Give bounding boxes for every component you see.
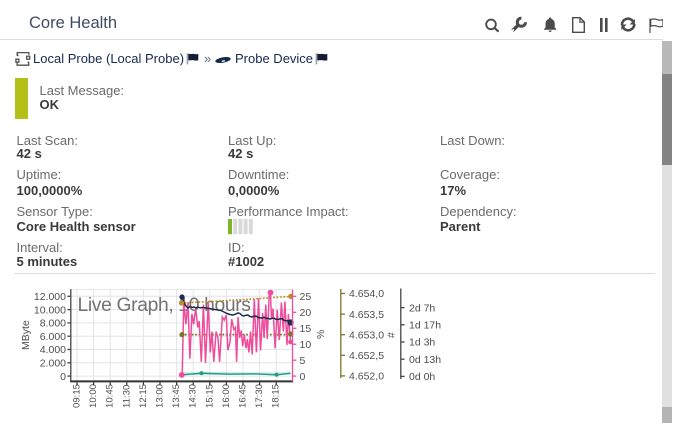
svg-text:25: 25: [300, 291, 312, 303]
svg-text:#: #: [386, 332, 398, 338]
svg-text:%: %: [315, 330, 327, 339]
svg-text:13:00: 13:00: [155, 384, 166, 408]
svg-text:0: 0: [300, 371, 306, 383]
svg-text:12:15: 12:15: [138, 384, 149, 408]
svg-text:1d 17h: 1d 17h: [409, 320, 441, 332]
svg-text:20: 20: [300, 307, 312, 319]
svg-text:2.000: 2.000: [40, 358, 66, 370]
svg-text:4.653,5: 4.653,5: [349, 309, 384, 321]
svg-text:Live Graph, 10 hours: Live Graph, 10 hours: [78, 295, 251, 316]
svg-text:15: 15: [300, 323, 312, 335]
svg-text:15:15: 15:15: [204, 384, 215, 408]
svg-text:10.000: 10.000: [34, 304, 66, 316]
svg-text:8.000: 8.000: [40, 318, 66, 330]
svg-text:0d 0h: 0d 0h: [409, 371, 435, 383]
svg-text:11:30: 11:30: [121, 385, 132, 408]
svg-text:10: 10: [300, 339, 312, 351]
svg-text:2d 7h: 2d 7h: [409, 302, 435, 314]
svg-text:0d 13h: 0d 13h: [409, 354, 441, 366]
svg-text:17:30: 17:30: [254, 384, 265, 408]
svg-text:18:15: 18:15: [271, 384, 282, 408]
svg-text:12.000: 12.000: [34, 291, 66, 303]
svg-text:10:00: 10:00: [88, 384, 99, 408]
svg-text:4.652,5: 4.652,5: [349, 350, 384, 362]
svg-text:16:45: 16:45: [238, 384, 249, 408]
svg-text:14:30: 14:30: [188, 384, 199, 408]
svg-text:6.000: 6.000: [40, 331, 66, 343]
svg-text:0: 0: [60, 371, 66, 383]
svg-text:09:15: 09:15: [72, 384, 83, 408]
svg-text:1d 3h: 1d 3h: [409, 337, 435, 349]
svg-text:4.653,0: 4.653,0: [349, 329, 384, 341]
svg-text:16:00: 16:00: [221, 384, 232, 408]
svg-text:10:45: 10:45: [105, 384, 116, 408]
svg-text:4.654,0: 4.654,0: [349, 288, 384, 300]
svg-text:5: 5: [300, 355, 306, 367]
svg-text:4.652,0: 4.652,0: [349, 371, 384, 383]
svg-text:MByte: MByte: [20, 320, 32, 350]
svg-text:4.000: 4.000: [40, 344, 66, 356]
svg-text:13:45: 13:45: [171, 384, 182, 408]
